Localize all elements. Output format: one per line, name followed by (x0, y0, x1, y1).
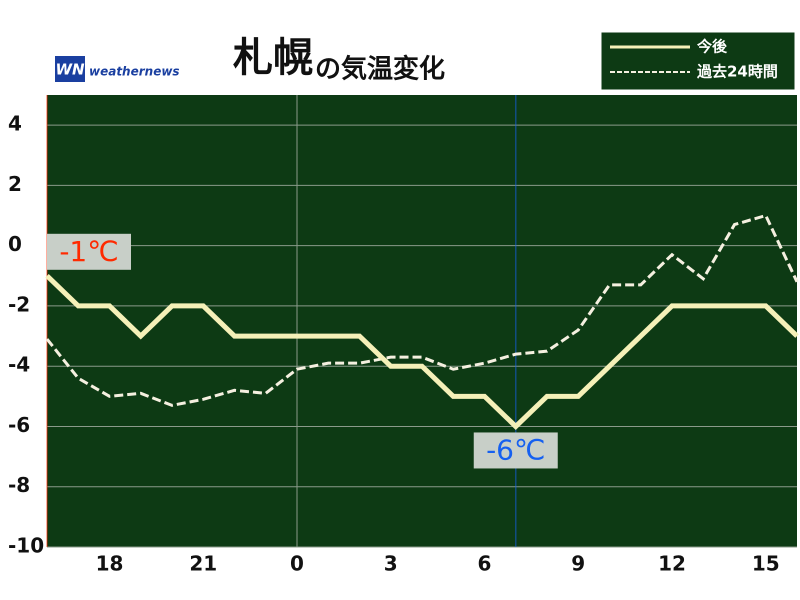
y-tick-label: -10 (8, 534, 44, 558)
x-tick-label: 3 (384, 552, 398, 576)
chart-subtitle: の気温変化 (315, 54, 445, 85)
plot-area (47, 95, 797, 547)
logo-box (55, 56, 85, 82)
x-tick-label: 18 (96, 552, 124, 576)
chart-title: 札幌 (233, 35, 313, 81)
legend-box (600, 31, 796, 91)
x-tick-label: 21 (189, 552, 217, 576)
value-label: -6℃ (486, 433, 545, 466)
y-tick-label: -8 (8, 473, 30, 497)
series-line (45, 213, 799, 407)
y-tick-label: -4 (8, 353, 30, 377)
x-tick-label: 0 (290, 552, 304, 576)
logo-mark: WN (55, 61, 85, 79)
y-tick-label: -6 (8, 413, 30, 437)
value-label-box (473, 432, 558, 469)
x-tick-label: 15 (752, 552, 780, 576)
y-tick-label: 0 (8, 232, 22, 256)
x-tick-label: 9 (571, 552, 585, 576)
x-tick-label: 6 (478, 552, 492, 576)
series-line (45, 274, 799, 430)
y-tick-label: 4 (8, 112, 22, 136)
x-tick-label: 12 (658, 552, 686, 576)
value-label-box (47, 233, 131, 270)
y-tick-label: -2 (8, 292, 30, 316)
legend-label: 過去24時間 (696, 63, 778, 81)
legend-label: 今後 (696, 38, 728, 56)
y-tick-label: 2 (8, 172, 22, 196)
logo-text: weathernews (89, 65, 180, 79)
value-label: -1℃ (59, 235, 118, 268)
